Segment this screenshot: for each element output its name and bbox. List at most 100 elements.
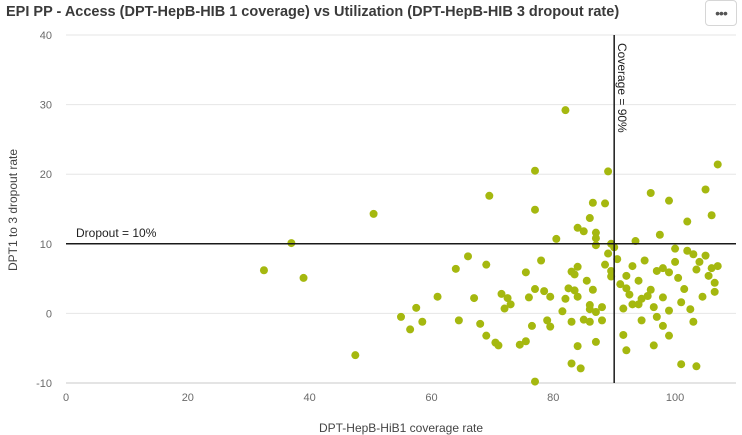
data-point[interactable] (574, 342, 582, 350)
data-point[interactable] (434, 293, 442, 301)
data-point[interactable] (406, 325, 414, 333)
data-point[interactable] (665, 307, 673, 315)
data-point[interactable] (677, 298, 685, 306)
data-point[interactable] (455, 316, 463, 324)
data-point[interactable] (546, 323, 554, 331)
data-point[interactable] (601, 199, 609, 207)
data-point[interactable] (586, 214, 594, 222)
data-point[interactable] (711, 279, 719, 287)
data-point[interactable] (580, 227, 588, 235)
data-point[interactable] (671, 258, 679, 266)
data-point[interactable] (561, 106, 569, 114)
data-point[interactable] (531, 285, 539, 293)
data-point[interactable] (622, 272, 630, 280)
data-point[interactable] (665, 332, 673, 340)
data-point[interactable] (589, 286, 597, 294)
data-point[interactable] (397, 313, 405, 321)
data-point[interactable] (552, 235, 560, 243)
data-point[interactable] (568, 318, 576, 326)
data-point[interactable] (592, 241, 600, 249)
data-point[interactable] (604, 250, 612, 258)
data-point[interactable] (601, 261, 609, 269)
data-point[interactable] (659, 293, 667, 301)
data-point[interactable] (714, 160, 722, 168)
data-point[interactable] (650, 341, 658, 349)
data-point[interactable] (485, 192, 493, 200)
data-point[interactable] (525, 293, 533, 301)
data-point[interactable] (531, 378, 539, 386)
data-point[interactable] (589, 199, 597, 207)
data-point[interactable] (622, 346, 630, 354)
data-point[interactable] (583, 277, 591, 285)
data-point[interactable] (598, 303, 606, 311)
data-point[interactable] (708, 211, 716, 219)
data-point[interactable] (665, 197, 673, 205)
data-point[interactable] (568, 360, 576, 368)
data-point[interactable] (351, 351, 359, 359)
data-point[interactable] (711, 288, 719, 296)
data-point[interactable] (470, 294, 478, 302)
data-point[interactable] (586, 318, 594, 326)
data-point[interactable] (647, 189, 655, 197)
data-point[interactable] (686, 305, 694, 313)
data-point[interactable] (531, 206, 539, 214)
data-point[interactable] (574, 293, 582, 301)
data-point[interactable] (598, 316, 606, 324)
data-point[interactable] (714, 262, 722, 270)
data-point[interactable] (531, 167, 539, 175)
data-point[interactable] (494, 341, 502, 349)
data-point[interactable] (699, 293, 707, 301)
data-point[interactable] (604, 167, 612, 175)
data-point[interactable] (702, 186, 710, 194)
data-point[interactable] (546, 293, 554, 301)
data-point[interactable] (625, 291, 633, 299)
data-point[interactable] (653, 313, 661, 321)
data-point[interactable] (370, 210, 378, 218)
data-point[interactable] (665, 268, 673, 276)
data-point[interactable] (674, 274, 682, 282)
data-point[interactable] (671, 245, 679, 253)
data-point[interactable] (412, 304, 420, 312)
data-point[interactable] (592, 338, 600, 346)
data-point[interactable] (592, 234, 600, 242)
data-point[interactable] (692, 362, 700, 370)
data-point[interactable] (692, 266, 700, 274)
data-point[interactable] (677, 360, 685, 368)
data-point[interactable] (628, 262, 636, 270)
data-point[interactable] (689, 250, 697, 258)
data-point[interactable] (558, 307, 566, 315)
data-point[interactable] (702, 252, 710, 260)
data-point[interactable] (619, 305, 627, 313)
data-point[interactable] (507, 300, 515, 308)
data-point[interactable] (522, 337, 530, 345)
data-point[interactable] (574, 263, 582, 271)
data-point[interactable] (641, 257, 649, 265)
data-point[interactable] (659, 322, 667, 330)
data-point[interactable] (647, 286, 655, 294)
data-point[interactable] (482, 261, 490, 269)
data-point[interactable] (619, 331, 627, 339)
data-point[interactable] (540, 287, 548, 295)
data-point[interactable] (571, 270, 579, 278)
data-point[interactable] (482, 332, 490, 340)
data-point[interactable] (476, 320, 484, 328)
data-point[interactable] (689, 318, 697, 326)
data-point[interactable] (522, 268, 530, 276)
data-point[interactable] (705, 272, 713, 280)
data-point[interactable] (577, 364, 585, 372)
data-point[interactable] (418, 318, 426, 326)
data-point[interactable] (452, 265, 460, 273)
data-point[interactable] (537, 257, 545, 265)
data-point[interactable] (656, 231, 664, 239)
data-point[interactable] (638, 316, 646, 324)
data-point[interactable] (528, 322, 536, 330)
data-point[interactable] (300, 274, 308, 282)
data-point[interactable] (683, 218, 691, 226)
data-point[interactable] (680, 285, 688, 293)
data-point[interactable] (635, 277, 643, 285)
data-point[interactable] (650, 303, 658, 311)
data-point[interactable] (561, 295, 569, 303)
data-point[interactable] (695, 258, 703, 266)
data-point[interactable] (260, 266, 268, 274)
data-point[interactable] (464, 252, 472, 260)
